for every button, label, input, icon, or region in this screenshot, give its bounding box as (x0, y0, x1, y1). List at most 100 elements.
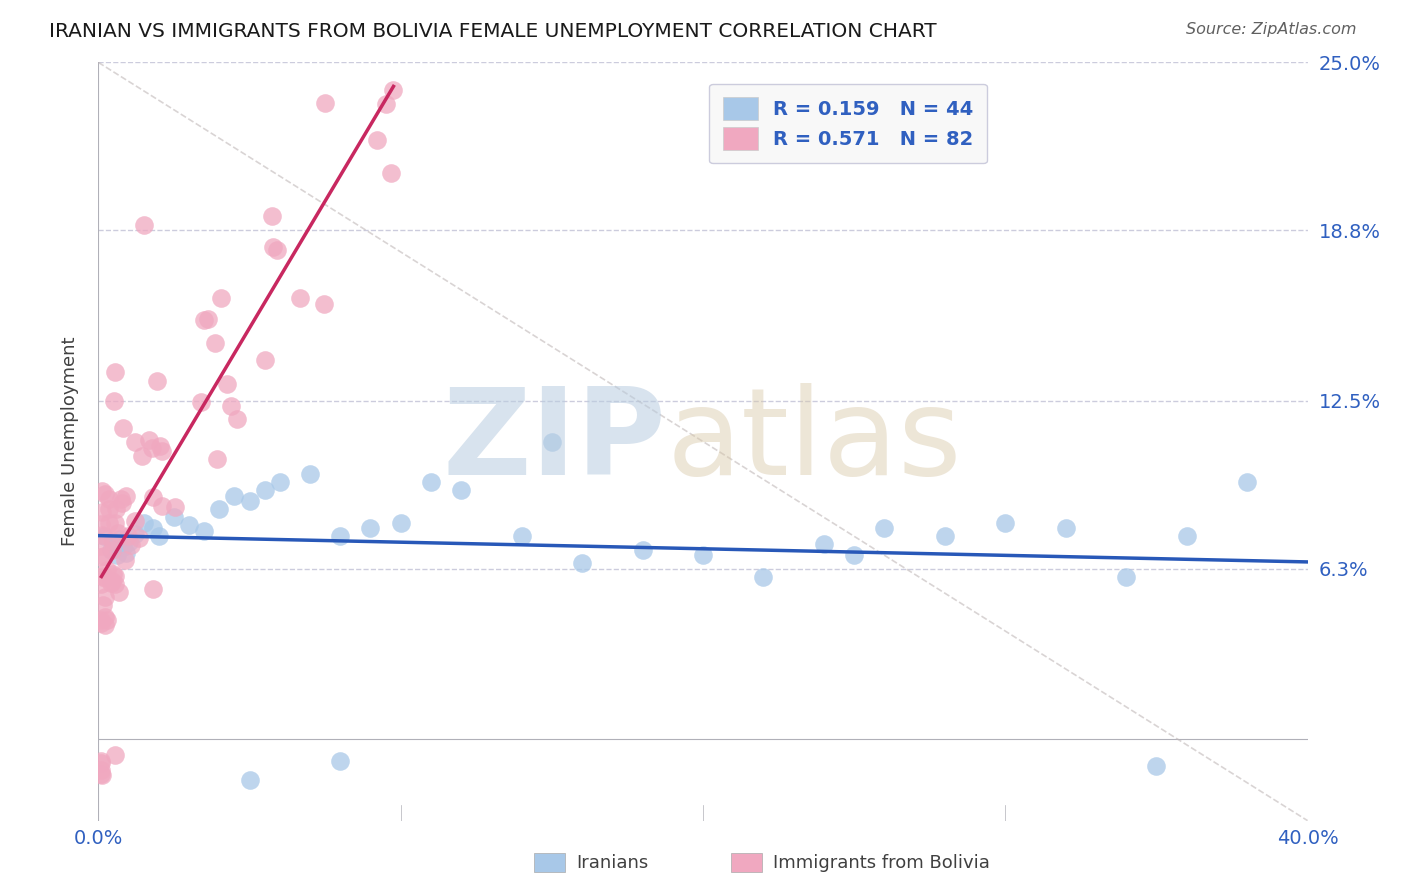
Point (93, 529, 115, 543)
Text: Immigrants from Bolivia: Immigrants from Bolivia (773, 854, 990, 871)
Text: Iranians: Iranians (576, 854, 648, 871)
Point (90, 517, 112, 532)
Point (101, 567, 124, 582)
Point (209, 292, 232, 306)
Point (226, 412, 249, 426)
Point (118, 534, 141, 549)
Point (100, 542, 122, 557)
Point (120, 538, 142, 552)
Point (124, 526, 146, 541)
Point (90, 754, 112, 768)
Point (179, 518, 201, 533)
Point (97, 492, 120, 507)
Point (91, 768, 114, 782)
Point (111, 421, 134, 435)
Point (91, 528, 114, 542)
Point (150, 443, 173, 458)
Point (93, 610, 115, 624)
Point (299, 467, 322, 481)
Point (132, 218, 155, 232)
Point (360, 521, 382, 535)
Point (100, 534, 122, 549)
Point (90, 767, 112, 781)
Point (104, 577, 127, 591)
Point (90, 756, 112, 770)
Point (190, 395, 212, 409)
Point (163, 510, 186, 524)
Point (540, 434, 562, 449)
Point (329, 529, 352, 543)
Point (104, 568, 127, 582)
Text: ZIP: ZIP (443, 383, 666, 500)
Point (197, 312, 219, 326)
Point (111, 540, 134, 554)
Point (1175, 529, 1198, 543)
Point (148, 529, 170, 543)
Point (1054, 521, 1077, 535)
Point (253, 353, 276, 368)
Point (142, 490, 165, 504)
Point (450, 483, 472, 498)
Point (132, 516, 155, 530)
Point (146, 374, 169, 388)
Point (239, 772, 262, 787)
Point (124, 434, 146, 449)
Point (128, 531, 150, 545)
Point (873, 521, 896, 535)
Point (94, 486, 117, 500)
Point (382, 82, 405, 96)
Point (103, 537, 125, 551)
Point (96, 563, 118, 577)
Point (91, 505, 114, 519)
Point (266, 244, 288, 258)
Y-axis label: Female Unemployment: Female Unemployment (60, 337, 79, 546)
Point (375, 96, 398, 111)
Point (420, 475, 443, 490)
Point (117, 528, 139, 542)
Text: atlas: atlas (666, 383, 962, 500)
Point (101, 574, 124, 588)
Point (104, 501, 127, 516)
Point (510, 529, 533, 543)
Point (253, 483, 276, 498)
Point (96, 613, 118, 627)
Point (571, 557, 593, 571)
Point (314, 297, 336, 311)
Point (262, 239, 284, 253)
Point (163, 500, 186, 514)
Point (631, 542, 654, 557)
Point (131, 449, 153, 463)
Point (111, 496, 134, 510)
Point (934, 529, 956, 543)
Point (692, 548, 714, 563)
Point (108, 584, 131, 599)
Point (366, 133, 388, 147)
Point (100, 542, 122, 557)
Point (269, 475, 291, 490)
Point (90, 614, 112, 628)
Point (107, 526, 129, 541)
Point (97, 516, 120, 530)
Legend: R = 0.159   N = 44, R = 0.571   N = 82: R = 0.159 N = 44, R = 0.571 N = 82 (709, 84, 987, 163)
Point (204, 335, 226, 350)
Point (105, 548, 128, 563)
Point (90, 615, 112, 630)
Point (844, 548, 866, 563)
Point (314, 96, 336, 111)
Point (290, 291, 312, 305)
Point (91, 598, 114, 612)
Point (90, 539, 112, 553)
Point (994, 516, 1017, 530)
Point (380, 166, 402, 180)
Point (98, 502, 121, 516)
Point (813, 537, 835, 551)
Point (108, 532, 131, 546)
Point (1144, 759, 1167, 773)
Point (224, 489, 246, 503)
Point (103, 393, 125, 408)
Point (142, 521, 165, 535)
Text: Source: ZipAtlas.com: Source: ZipAtlas.com (1187, 22, 1357, 37)
Point (114, 545, 136, 559)
Point (239, 494, 262, 508)
Point (104, 747, 127, 762)
